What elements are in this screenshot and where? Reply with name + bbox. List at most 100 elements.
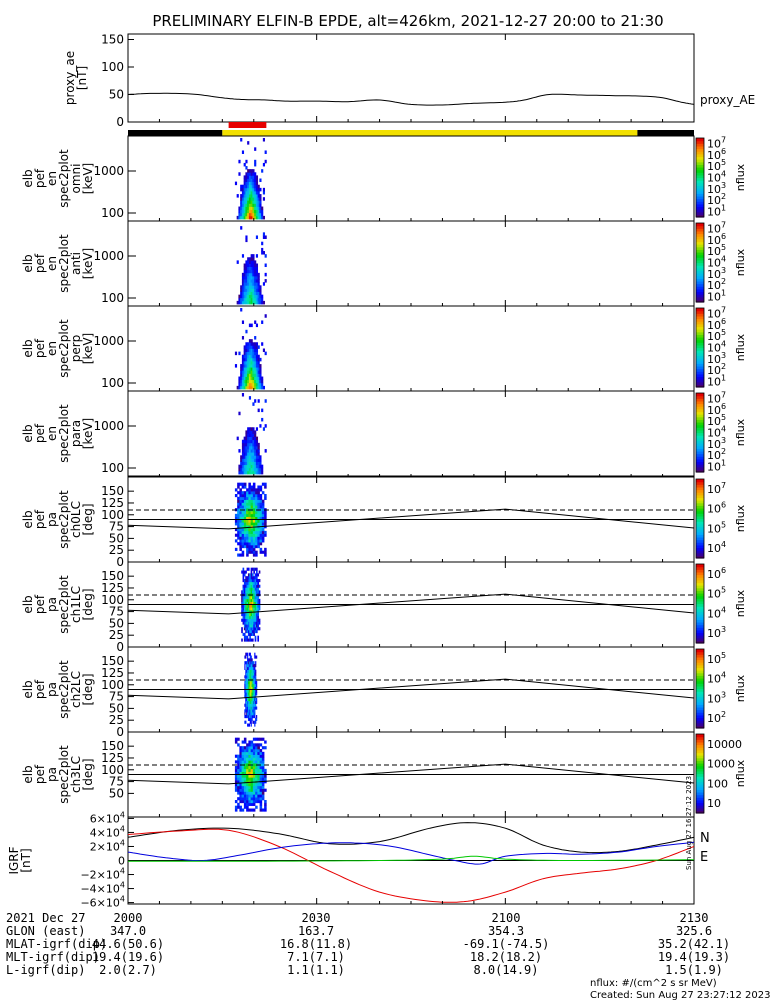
pa-panel-3-cell (246, 681, 248, 685)
pa-panel-1-cell (264, 522, 267, 526)
pa-panel-4-cell (264, 788, 267, 792)
pa-panel-4-cell (248, 760, 251, 764)
spec-panel-1-cell (254, 212, 257, 217)
pa-panel-1-cell (243, 491, 247, 495)
spec-panel-3-cell (245, 345, 248, 349)
pa-panel-3-ytick-label: 50 (109, 701, 124, 715)
spec-panel-2-colorbar-swatch (696, 236, 704, 240)
spec-panel-3-cell (254, 364, 257, 368)
spec-panel-2-cell (241, 279, 245, 283)
pa-panel-1-cell (234, 522, 238, 526)
pa-panel-4-cell (250, 808, 254, 812)
pa-panel-2-cell (256, 615, 258, 619)
spec-panel-3-cell (250, 351, 253, 356)
pa-panel-4-cell (259, 768, 263, 772)
pa-panel-3-colorbar-swatch (696, 649, 704, 653)
pa-panel-2-cell (245, 604, 247, 608)
pa-panel-4-cell (241, 777, 245, 781)
pa-panel-1-cell (259, 539, 263, 543)
spec-panel-1-colorbar-swatch (696, 145, 704, 150)
spec-panel-4-cell (252, 452, 255, 456)
spec-panel-2-cell (247, 272, 250, 277)
igrf-ylabel-line-1: [nT] (19, 848, 33, 872)
spec-panel-2-cell (241, 300, 245, 305)
pa-panel-2-cell (249, 579, 251, 583)
spec-panel-4-colorbar-swatch (696, 458, 704, 463)
spec-panel-3-cell (241, 385, 245, 390)
spec-panel-2-cell (255, 297, 259, 302)
spec-panel-4-cell (257, 442, 260, 447)
proxy-ae-ylabel-line-1: [nT] (75, 66, 89, 90)
spec-panel-2-colorbar-tick-label: 102 (707, 277, 726, 292)
pa-panel-3-cell (244, 712, 246, 716)
spec-panel-1-colorbar-tick-label: 105 (707, 158, 726, 173)
pa-panel-4-cell (261, 794, 265, 798)
spec-panel-2-cell (241, 288, 245, 292)
pa-panel-3-cell (247, 652, 249, 656)
spec-panel-1-cell (252, 172, 255, 176)
spec-panel-4-cell (248, 433, 252, 438)
spec-panel-2-cell (245, 272, 248, 277)
pa-panel-1-cell (261, 511, 265, 515)
spec-panel-3-cell (245, 360, 248, 365)
pa-panel-4-cell (252, 743, 256, 747)
pa-panel-4-cell (259, 777, 263, 781)
spec-panel-4-cell (255, 439, 259, 444)
pa-panel-4-cell (259, 794, 263, 798)
pa-panel-4-cell (261, 788, 265, 792)
pa-panel-2-cell (249, 615, 251, 619)
spec-panel-3-cell (259, 379, 262, 384)
pa-panel-3-ylabel-line-3: spec2plot (57, 660, 71, 719)
spec-panel-1-cell (240, 209, 243, 214)
pa-panel-4-cell (250, 768, 254, 772)
spec-panel-2-cell (245, 238, 248, 243)
pa-panel-4-cell (264, 800, 267, 804)
pa-panel-2-cell (243, 596, 246, 600)
pa-panel-3-cell (247, 695, 249, 699)
spec-panel-1-cell (248, 175, 252, 179)
spec-panel-4-cell (241, 449, 245, 453)
pa-panel-3-cell (252, 672, 254, 676)
pa-panel-2-cell (249, 581, 251, 585)
pa-panel-1-cell (259, 502, 263, 506)
pa-panel-1-cell (241, 496, 245, 500)
pa-panel-3-colorbar-swatch (696, 725, 704, 729)
pa-panel-1-cell (255, 530, 258, 534)
spec-panel-3-cell (255, 348, 259, 353)
spec-panel-1-colorbar-swatch (696, 188, 704, 192)
spec-panel-3-cell (241, 364, 245, 368)
pa-panel-2-cell (245, 593, 247, 597)
spec-panel-4-colorbar-swatch (696, 414, 704, 418)
pa-panel-2-cell (251, 604, 254, 608)
pa-panel-1-cell (241, 516, 245, 520)
pa-panel-4-cell (257, 771, 260, 775)
pa-panel-3-cell (252, 689, 254, 693)
pa-panel-1-cell (259, 522, 263, 526)
spec-panel-3-cell (257, 354, 260, 359)
pa-panel-1-cell (261, 508, 265, 512)
spec-panel-2-cell (248, 272, 252, 277)
pa-panel-2-cell (245, 635, 247, 639)
pa-panel-2-cell (246, 593, 249, 597)
pa-panel-3-cell (245, 703, 247, 707)
spec-panel-3-cell (248, 345, 252, 349)
pa-panel-4-cell (241, 800, 245, 804)
spec-panel-2-cell (264, 263, 267, 268)
spec-panel-1-colorbar-swatch (696, 161, 704, 165)
pa-panel-3-cell (247, 712, 249, 716)
pa-panel-4-cell (259, 800, 263, 804)
spec-panel-3-cell (255, 379, 259, 384)
pa-panel-2-cell (249, 621, 251, 625)
spec-panel-4-colorbar-swatch (696, 408, 704, 413)
spec-panel-2-colorbar-swatch (696, 267, 704, 271)
pa-panel-3-cell (255, 683, 257, 687)
pa-panel-4-cell (239, 768, 242, 772)
pa-panel-2-cell (254, 587, 257, 591)
pa-panel-4-cell (246, 797, 249, 801)
orbit-table-value: 16.8(11.8) (280, 937, 352, 951)
spec-panel-1-cell (247, 187, 250, 192)
pa-panel-3-cell (249, 686, 251, 690)
spec-panel-2-cell (250, 254, 253, 258)
pa-panel-1-cell (257, 536, 260, 540)
pa-panel-3-ylabel-line-4: ch2LC (69, 671, 83, 708)
